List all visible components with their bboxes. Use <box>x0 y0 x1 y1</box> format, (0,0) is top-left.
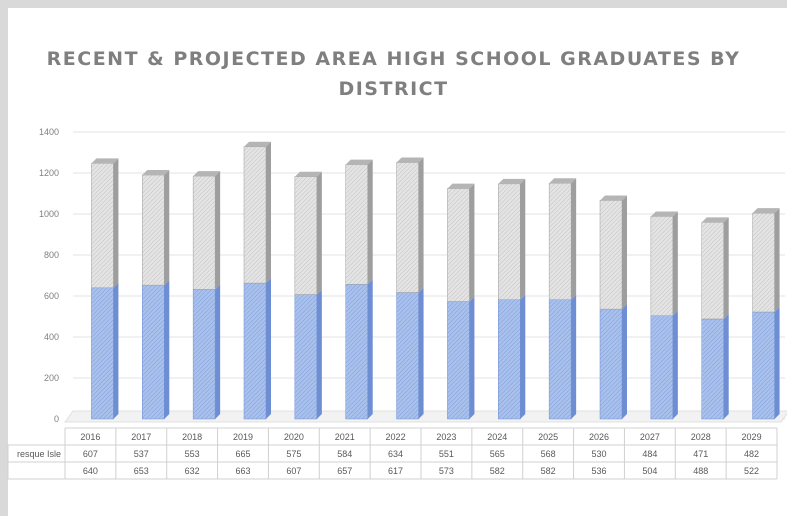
bar-segment-series-2 <box>91 158 119 289</box>
x-tick-label: 2021 <box>335 432 355 442</box>
x-tick-label: 2029 <box>742 432 762 442</box>
table-cell-value: 607 <box>286 466 301 476</box>
table-cell-value: 488 <box>693 466 708 476</box>
y-tick-label: 600 <box>44 291 59 301</box>
data-table: 2016 2017 2018 2019 2020 2021 2022 2023 2024 2025… <box>7 427 778 480</box>
table-cell-value: 471 <box>693 449 708 459</box>
x-tick-label: 2020 <box>284 432 304 442</box>
table-cell-value: 530 <box>591 449 606 459</box>
y-axis: 0 200 400 600 800 1000 1200 1400 <box>39 127 59 424</box>
x-tick-label: 2027 <box>640 432 660 442</box>
table-cell-value: 663 <box>235 466 250 476</box>
gridlines <box>73 131 785 420</box>
bar-segment-series-2 <box>498 178 526 300</box>
bar-segment-series-1 <box>548 294 577 420</box>
x-tick-label: 2016 <box>80 432 100 442</box>
chart-title-line-1: RECENT & PROJECTED AREA HIGH SCHOOL GRAD… <box>46 48 741 70</box>
table-cell-value: 504 <box>642 466 657 476</box>
table-cell-value: 634 <box>388 449 403 459</box>
bar-segment-series-2 <box>345 159 373 285</box>
table-cell-value: 575 <box>286 449 301 459</box>
table-cell-value: 551 <box>439 449 454 459</box>
table-cell-value: 582 <box>541 466 556 476</box>
bar-segment-series-2 <box>650 211 678 316</box>
table-cell-value: 657 <box>337 466 352 476</box>
bar-segment-series-1 <box>650 310 678 420</box>
table-cell-value: 568 <box>541 449 556 459</box>
y-tick-label: 1400 <box>39 127 59 137</box>
x-tick-label: 2018 <box>182 432 202 442</box>
y-tick-label: 1200 <box>39 168 59 178</box>
table-cell-value: 584 <box>337 449 352 459</box>
table-cell-value: 565 <box>490 449 505 459</box>
y-tick-label: 400 <box>44 332 59 342</box>
bar-segment-series-2 <box>192 171 221 290</box>
table-cell-value: 537 <box>134 449 149 459</box>
bar-segment-series-1 <box>243 278 271 420</box>
floor-plane <box>64 410 787 423</box>
x-tick-label: 2024 <box>487 432 507 442</box>
bar-segment-series-2 <box>396 157 424 293</box>
x-tick-label: 2017 <box>131 432 151 442</box>
table-cell-value: 482 <box>744 449 759 459</box>
bar-segment-series-1 <box>192 284 221 420</box>
bar-segment-series-1 <box>447 296 475 420</box>
bar-segment-series-1 <box>345 279 373 420</box>
x-tick-label: 2022 <box>386 432 406 442</box>
bar-segment-series-2 <box>294 171 322 295</box>
table-cell-value: 665 <box>235 449 250 459</box>
table-cell-value: 640 <box>83 466 98 476</box>
table-cell-value: 484 <box>642 449 657 459</box>
table-cell-value: 607 <box>83 449 98 459</box>
chart-title: RECENT & PROJECTED AREA HIGH SCHOOL GRAD… <box>0 44 787 104</box>
y-tick-label: 200 <box>44 373 59 383</box>
bar-segment-series-1 <box>142 280 170 420</box>
table-cell-value: 653 <box>134 466 149 476</box>
bar-segment-series-1 <box>498 294 526 420</box>
x-tick-label: 2023 <box>436 432 456 442</box>
bar-segment-series-1 <box>396 287 424 420</box>
table-cell-value: 573 <box>439 466 454 476</box>
table-series-label: resque Isle <box>17 449 61 459</box>
bar-segment-series-2 <box>752 208 780 313</box>
x-tick-label: 2019 <box>233 432 253 442</box>
x-tick-label: 2025 <box>538 432 558 442</box>
bar-segment-series-1 <box>599 304 627 420</box>
y-tick-label: 800 <box>44 250 59 260</box>
bar-segment-series-2 <box>701 217 729 320</box>
y-tick-label: 0 <box>54 414 59 424</box>
y-tick-label: 1000 <box>39 209 59 219</box>
table-cell-value: 582 <box>490 466 505 476</box>
chart-floor <box>64 410 787 423</box>
bar-segment-series-2 <box>548 178 577 300</box>
chart-title-line-2: DISTRICT <box>338 78 449 100</box>
table-cell-value: 632 <box>185 466 200 476</box>
table-cell-value: 536 <box>591 466 606 476</box>
bars <box>91 141 780 420</box>
bar-segment-series-2 <box>599 195 627 310</box>
bar-segment-series-1 <box>752 306 780 420</box>
bar-segment-series-1 <box>91 282 119 420</box>
x-tick-label: 2026 <box>589 432 609 442</box>
bar-segment-series-1 <box>294 289 322 420</box>
table-cell-value: 617 <box>388 466 403 476</box>
bar-segment-series-1 <box>701 313 729 420</box>
bar-segment-series-2 <box>447 183 475 302</box>
x-tick-label: 2028 <box>691 432 711 442</box>
table-cell-value: 553 <box>185 449 200 459</box>
bar-segment-series-2 <box>243 141 271 284</box>
bar-segment-series-2 <box>142 170 170 286</box>
table-cell-value: 522 <box>744 466 759 476</box>
